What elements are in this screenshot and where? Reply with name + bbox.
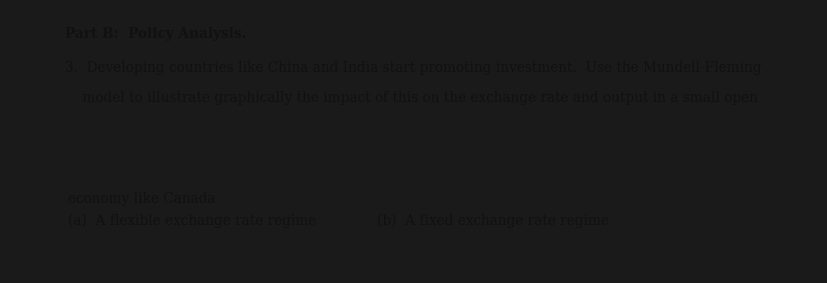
Text: (a)  A flexible exchange rate regime: (a) A flexible exchange rate regime — [68, 213, 316, 228]
Text: (b)  A fixed exchange rate regime: (b) A fixed exchange rate regime — [376, 213, 608, 228]
Text: 3.  Developing countries like China and India start promoting investment.  Use t: 3. Developing countries like China and I… — [65, 61, 760, 74]
Text: Part B:  Policy Analysis.: Part B: Policy Analysis. — [65, 27, 246, 41]
Text: model to illustrate graphically the impact of this on the exchange rate and outp: model to illustrate graphically the impa… — [65, 91, 757, 105]
Text: economy like Canada: economy like Canada — [68, 192, 215, 207]
